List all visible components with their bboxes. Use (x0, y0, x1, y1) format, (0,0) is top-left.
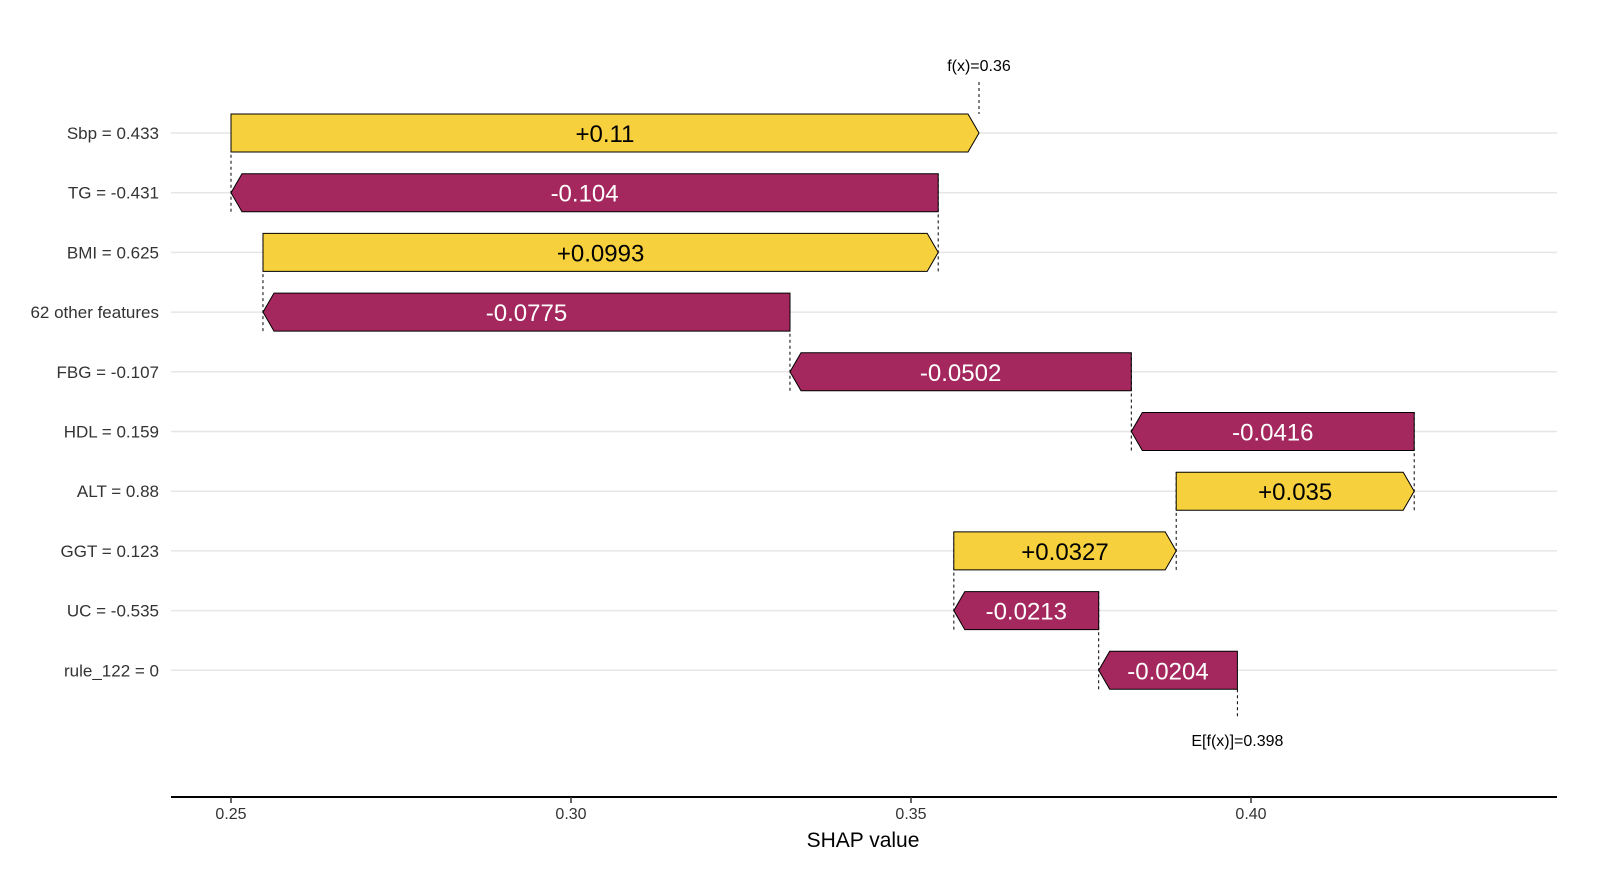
bar-positive (1175, 471, 1415, 511)
bar-value-label: +0.0327 (1021, 539, 1108, 566)
x-axis: 0.25 0.30 0.35 0.40 (171, 796, 1557, 823)
bar-value-label: +0.0993 (557, 240, 644, 267)
x-tick-label: 0.40 (1235, 806, 1266, 823)
feature-labels: Sbp = 0.433 TG = -0.431 BMI = 0.625 62 othe… (30, 124, 159, 680)
feature-label: ALT = 0.88 (77, 482, 159, 501)
bar-value-label: -0.0775 (486, 300, 567, 327)
bar-value-label: -0.0416 (1232, 420, 1313, 447)
feature-label: 62 other features (30, 303, 159, 322)
annotations: f(x)=0.36 E[f(x)]=0.398 (947, 58, 1283, 750)
feature-label: FBG = -0.107 (56, 363, 159, 382)
bar-value-label: -0.0213 (986, 599, 1067, 626)
final-value-label: f(x)=0.36 (947, 58, 1011, 75)
feature-label: TG = -0.431 (68, 184, 159, 203)
bar-positive (262, 232, 939, 272)
feature-label: HDL = 0.159 (64, 423, 159, 442)
bar-negative (1098, 650, 1238, 690)
x-tick-label: 0.30 (555, 806, 586, 823)
bar-negative (789, 352, 1132, 392)
bar-negative (262, 292, 791, 332)
feature-label: GGT = 0.123 (61, 542, 159, 561)
x-axis-title: SHAP value (807, 829, 920, 852)
feature-label: UC = -0.535 (67, 602, 159, 621)
bar-negative (953, 591, 1100, 631)
x-tick-label: 0.35 (895, 806, 926, 823)
connector-lines (230, 114, 1415, 690)
bar-value-label: -0.104 (551, 181, 619, 208)
bar-value-label: +0.11 (576, 121, 635, 148)
feature-label: rule_122 = 0 (64, 661, 159, 680)
feature-label: Sbp = 0.433 (67, 124, 159, 143)
gridlines (171, 132, 1557, 672)
feature-label: BMI = 0.625 (67, 243, 159, 262)
bar-negative (1130, 412, 1415, 451)
bar-positive (230, 113, 980, 153)
base-value-label: E[f(x)]=0.398 (1191, 733, 1283, 750)
bar-value-label: -0.0502 (920, 360, 1001, 387)
bar-negative (230, 173, 939, 213)
bar-value-label: -0.0204 (1127, 658, 1208, 685)
x-tick-label: 0.25 (215, 806, 246, 823)
bar-positive (953, 531, 1177, 571)
bar-value-label: +0.035 (1258, 479, 1332, 506)
bars: +0.11 -0.104 +0.0993 -0.0775 -0.0502 -0.0416 +… (230, 113, 1415, 690)
